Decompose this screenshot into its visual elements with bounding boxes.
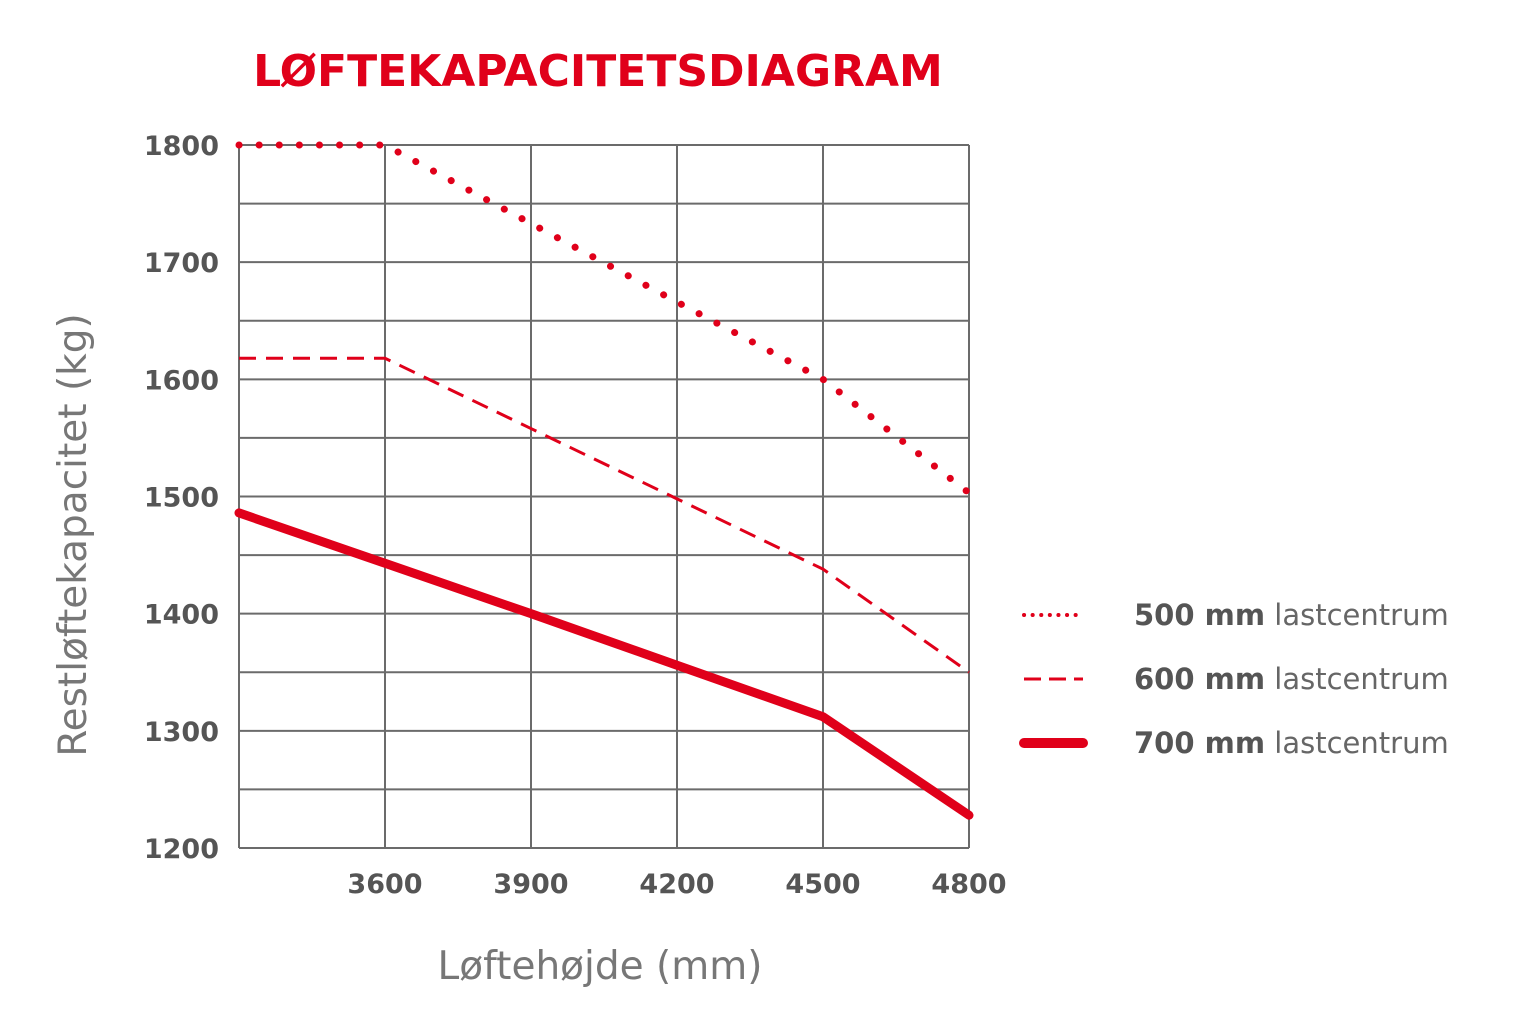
chart-title: LØFTEKAPACITETSDIAGRAM xyxy=(253,46,943,97)
x-axis-label: Løftehøjde (mm) xyxy=(438,944,763,989)
x-tick-label: 4800 xyxy=(931,869,1006,900)
legend-label-rest: lastcentrum xyxy=(1265,598,1449,632)
y-axis-ticks: 1200 1300 1400 1500 1600 1700 1800 xyxy=(144,131,219,865)
y-tick-label: 1500 xyxy=(144,483,219,514)
y-tick-label: 1700 xyxy=(144,248,219,279)
x-axis-ticks: 3600 3900 4200 4500 4800 xyxy=(347,869,1006,900)
y-tick-label: 1600 xyxy=(144,365,219,396)
legend-label-bold: 600 mm xyxy=(1134,662,1265,696)
x-tick-label: 4500 xyxy=(785,869,860,900)
legend-label: 700 mm lastcentrum xyxy=(1134,726,1449,760)
series-line-solid xyxy=(234,508,974,820)
x-tick-label: 3900 xyxy=(493,869,568,900)
y-tick-label: 1800 xyxy=(144,131,219,162)
legend-label-bold: 500 mm xyxy=(1134,598,1265,632)
legend-label-bold: 700 mm xyxy=(1134,726,1265,760)
legend-label: 500 mm lastcentrum xyxy=(1134,598,1449,632)
legend-label-rest: lastcentrum xyxy=(1265,726,1449,760)
chart-series xyxy=(234,141,974,820)
series-line-dashed xyxy=(239,356,970,674)
legend-label: 600 mm lastcentrum xyxy=(1134,662,1449,696)
y-tick-label: 1400 xyxy=(144,600,219,631)
y-tick-label: 1300 xyxy=(144,717,219,748)
y-tick-label: 1200 xyxy=(144,834,219,865)
x-tick-label: 3600 xyxy=(347,869,422,900)
y-axis-label: Restløftekapacitet (kg) xyxy=(51,313,96,756)
legend-label-rest: lastcentrum xyxy=(1265,662,1449,696)
x-tick-label: 4200 xyxy=(639,869,714,900)
series-line-dotted xyxy=(235,141,973,497)
